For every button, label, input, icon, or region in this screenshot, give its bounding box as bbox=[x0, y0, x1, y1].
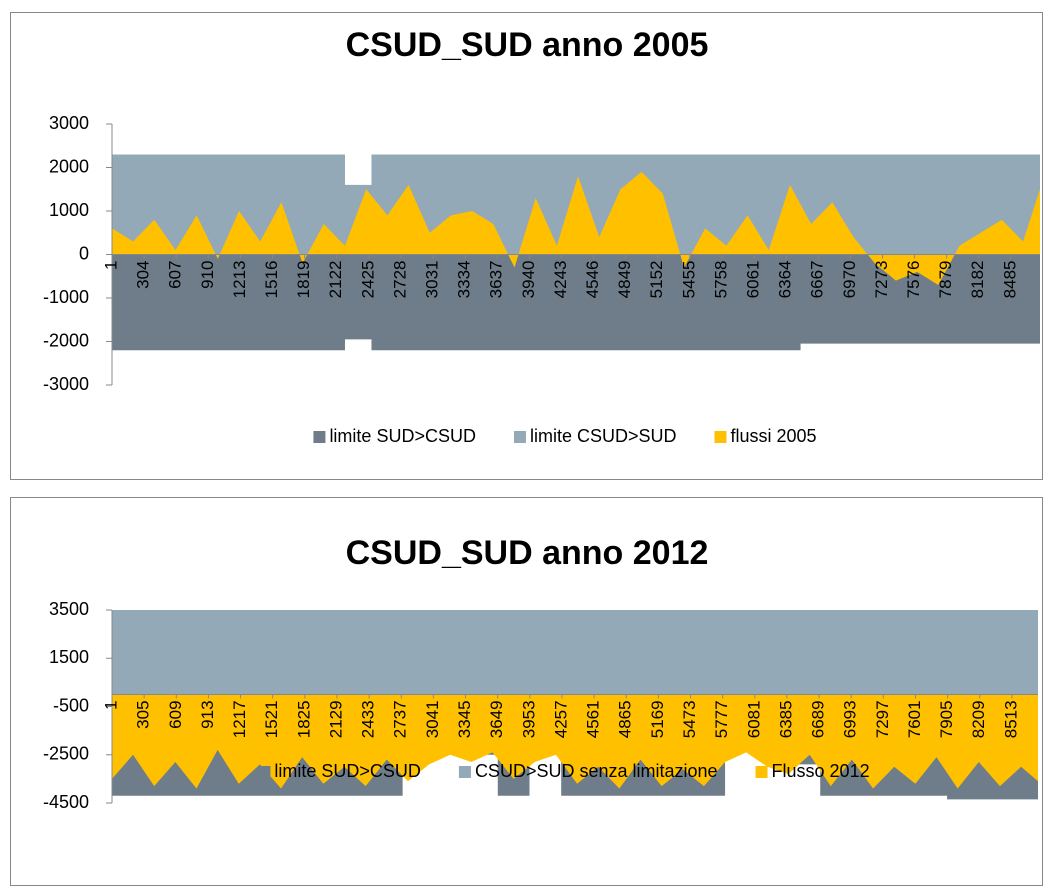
x-tick-label: 6364 bbox=[776, 261, 795, 299]
y-tick-label: -1000 bbox=[43, 287, 89, 307]
x-tick-label: 8513 bbox=[1001, 700, 1020, 738]
legend-swatch bbox=[714, 431, 727, 443]
x-tick-label: 8209 bbox=[969, 700, 988, 738]
x-tick-label: 2129 bbox=[326, 700, 345, 738]
area-series bbox=[112, 610, 1038, 695]
x-tick-label: 7879 bbox=[936, 261, 955, 299]
area-series bbox=[112, 254, 1040, 351]
x-tick-label: 3031 bbox=[423, 261, 442, 299]
x-tick-label: 7905 bbox=[937, 700, 956, 738]
x-tick-label: 6081 bbox=[744, 700, 763, 738]
y-tick-label: -4500 bbox=[43, 792, 89, 812]
x-tick-label: 1 bbox=[101, 261, 120, 270]
legend-swatch bbox=[258, 766, 271, 778]
y-tick-label: 1000 bbox=[49, 200, 89, 220]
x-tick-label: 913 bbox=[198, 700, 217, 728]
x-tick-label: 1521 bbox=[262, 700, 281, 738]
x-tick-label: 4546 bbox=[583, 261, 602, 299]
x-tick-label: 2425 bbox=[358, 261, 377, 299]
x-tick-label: 6667 bbox=[808, 261, 827, 299]
x-tick-label: 3345 bbox=[455, 700, 474, 738]
x-tick-label: 4257 bbox=[551, 700, 570, 738]
x-tick-label: 8182 bbox=[968, 261, 987, 299]
x-tick-label: 5455 bbox=[679, 261, 698, 299]
x-tick-label: 4849 bbox=[615, 261, 634, 299]
y-tick-label: -2000 bbox=[43, 330, 89, 350]
x-tick-label: 8485 bbox=[1000, 261, 1019, 299]
x-tick-label: 4561 bbox=[584, 700, 603, 738]
x-tick-label: 5777 bbox=[712, 700, 731, 738]
y-tick-label: 3500 bbox=[49, 599, 89, 619]
x-tick-label: 6689 bbox=[809, 700, 828, 738]
x-tick-label: 6061 bbox=[744, 261, 763, 299]
x-tick-label: 7297 bbox=[873, 700, 892, 738]
x-tick-label: 3940 bbox=[519, 261, 538, 299]
y-tick-label: 0 bbox=[79, 243, 89, 263]
x-tick-label: 1819 bbox=[294, 261, 313, 299]
x-tick-label: 2737 bbox=[391, 700, 410, 738]
y-tick-label: -500 bbox=[53, 695, 89, 715]
x-tick-label: 3637 bbox=[487, 261, 506, 299]
y-tick-label: 3000 bbox=[49, 113, 89, 133]
x-tick-label: 6385 bbox=[776, 700, 795, 738]
legend-label: limite SUD>CSUD bbox=[274, 761, 421, 781]
x-tick-label: 3649 bbox=[487, 700, 506, 738]
legend-swatch bbox=[458, 766, 471, 778]
x-tick-label: 1213 bbox=[230, 261, 249, 299]
x-tick-label: 6970 bbox=[840, 261, 859, 299]
legend-label: Flusso 2012 bbox=[772, 761, 870, 781]
x-tick-label: 5152 bbox=[647, 261, 666, 299]
x-tick-label: 607 bbox=[166, 261, 185, 289]
y-tick-label: 1500 bbox=[49, 647, 89, 667]
x-tick-label: 1825 bbox=[294, 700, 313, 738]
legend: limite SUD>CSUD CSUD>SUD senza limitazion… bbox=[258, 761, 870, 781]
legend-label: limite SUD>CSUD bbox=[329, 426, 476, 446]
x-tick-label: 4865 bbox=[616, 700, 635, 738]
x-tick-label: 7576 bbox=[904, 261, 923, 299]
chart-title: CSUD_SUD anno 2012 bbox=[346, 534, 709, 572]
x-tick-label: 305 bbox=[134, 700, 153, 728]
x-tick-label: 7273 bbox=[872, 261, 891, 299]
x-tick-label: 3334 bbox=[455, 261, 474, 299]
y-tick-label: -3000 bbox=[43, 374, 89, 394]
legend: limite SUD>CSUD limite CSUD>SUD flussi 200… bbox=[313, 426, 817, 446]
legend-label: flussi 2005 bbox=[731, 426, 817, 446]
x-tick-label: 2728 bbox=[390, 261, 409, 299]
x-tick-label: 609 bbox=[166, 700, 185, 728]
legend-label: CSUD>SUD senza limitazione bbox=[475, 761, 718, 781]
legend-swatch bbox=[513, 431, 526, 443]
x-tick-label: 910 bbox=[198, 261, 217, 289]
legend-label: limite CSUD>SUD bbox=[530, 426, 677, 446]
x-tick-label: 2433 bbox=[359, 700, 378, 738]
x-tick-label: 3041 bbox=[423, 700, 442, 738]
chart-title: CSUD_SUD anno 2005 bbox=[346, 26, 709, 64]
x-tick-label: 3953 bbox=[519, 700, 538, 738]
x-tick-label: 1217 bbox=[230, 700, 249, 738]
x-tick-label: 304 bbox=[134, 261, 153, 289]
x-tick-label: 1516 bbox=[262, 261, 281, 299]
area-series bbox=[112, 694, 1038, 789]
y-tick-label: 2000 bbox=[49, 156, 89, 176]
area-series bbox=[112, 171, 1040, 285]
x-tick-label: 6993 bbox=[841, 700, 860, 738]
x-tick-label: 5758 bbox=[711, 261, 730, 299]
x-tick-label: 4243 bbox=[551, 261, 570, 299]
x-tick-label: 7601 bbox=[905, 700, 924, 738]
y-tick-label: -2500 bbox=[43, 744, 89, 764]
legend-swatch bbox=[313, 431, 326, 443]
x-tick-label: 1 bbox=[101, 700, 120, 709]
x-tick-label: 5473 bbox=[680, 700, 699, 738]
x-tick-label: 2122 bbox=[326, 261, 345, 299]
legend-swatch bbox=[755, 766, 768, 778]
x-tick-label: 5169 bbox=[648, 700, 667, 738]
